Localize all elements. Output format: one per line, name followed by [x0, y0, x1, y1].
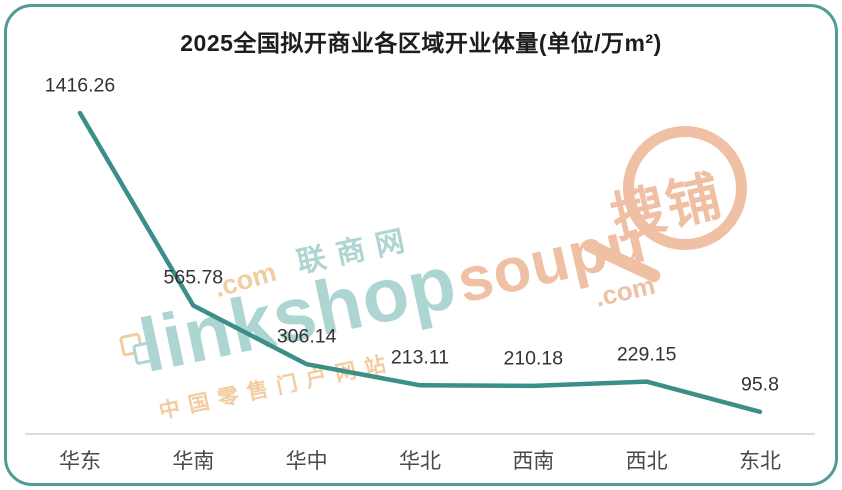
value-label: 1416.26	[44, 74, 116, 97]
x-axis-label: 西北	[625, 450, 668, 473]
x-axis-label: 西南	[512, 450, 555, 473]
x-axis-label: 华中	[285, 450, 328, 473]
x-axis-label: 华东	[59, 450, 101, 473]
value-label: 213.11	[390, 346, 450, 369]
value-label: 95.8	[740, 373, 779, 396]
chart-title: 2025全国拟开商业各区域开业体量(单位/万m²)	[180, 30, 662, 56]
x-axis-label: 华北	[398, 450, 441, 473]
data-line	[77, 110, 763, 415]
value-label: 565.78	[163, 266, 224, 289]
x-axis-line	[25, 433, 815, 435]
value-label: 210.18	[503, 347, 564, 370]
x-axis-label: 华南	[172, 450, 215, 473]
x-axis-label: 东北	[738, 450, 781, 473]
value-label: 229.15	[616, 343, 677, 366]
value-label: 306.14	[276, 325, 337, 348]
